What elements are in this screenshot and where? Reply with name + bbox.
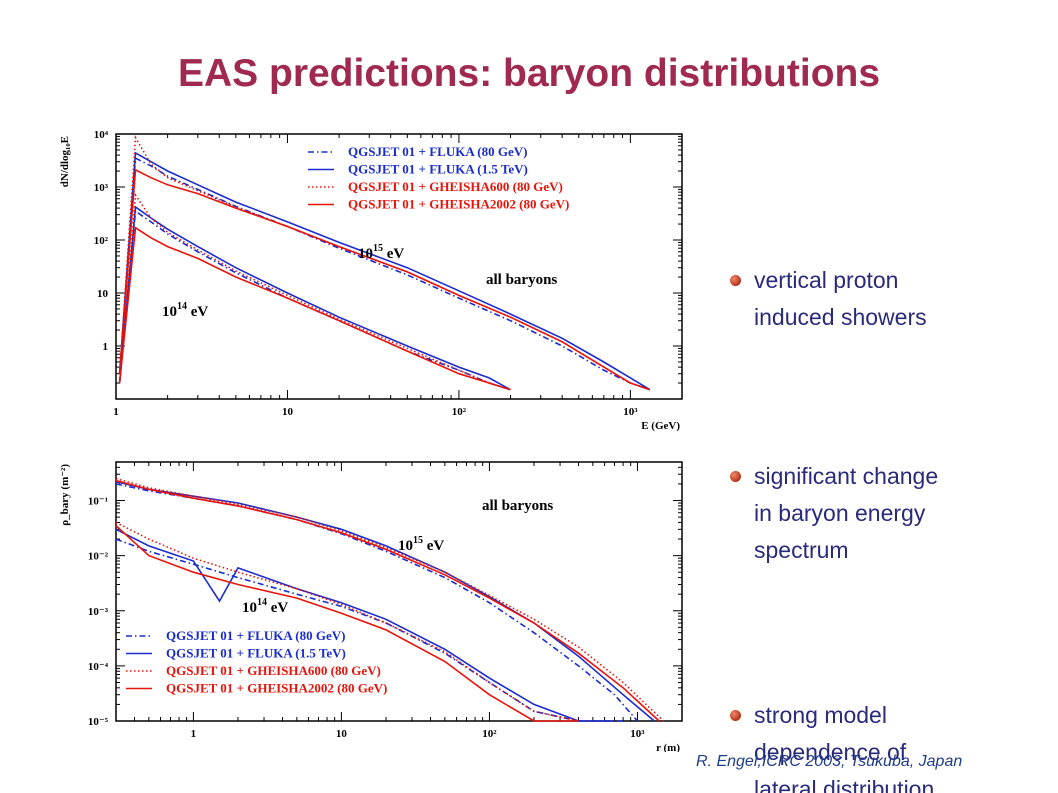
y-tick-label: 10⁻³ (88, 606, 109, 618)
legend-entry: QGSJET 01 + FLUKA (80 GeV) (348, 144, 527, 159)
energy-spectrum-chart: 1 10 10² 10³ 1 10 10² 10³ 10⁴ E (GeV) dN/dlog₁₀E QG… (59, 129, 683, 432)
y-tick-label: 10⁻² (88, 551, 109, 563)
series-line (115, 528, 615, 722)
x-tick-label: 10³ (623, 406, 638, 418)
y-tick-label: 10⁻⁵ (88, 716, 109, 728)
lateral-distribution-chart: 1 10 10² 10³ 10⁻¹ 10⁻² 10⁻³ 10⁻⁴ 10⁻⁵ r (m) ρ_bary… (59, 461, 683, 752)
x-tick-label: 10² (482, 728, 497, 740)
y-tick-label: 10⁻¹ (88, 496, 108, 508)
slide-title: EAS predictions: baryon distributions (177, 52, 881, 95)
bullet-line: lateral distribution (754, 776, 935, 793)
legend-entry: QGSJET 01 + FLUKA (1.5 TeV) (166, 646, 346, 661)
series-line (118, 192, 511, 391)
plot-frame (115, 133, 683, 400)
series-line (115, 480, 655, 722)
y-tick-label: 10² (94, 235, 109, 247)
x-tick-label: 10 (336, 728, 348, 740)
y-tick-label: 10⁴ (94, 129, 109, 141)
series-line (118, 205, 511, 391)
y-tick-label: 10 (97, 288, 109, 300)
legend-entry: QGSJET 01 + GHEISHA600 (80 GeV) (348, 179, 563, 194)
legend-entry: QGSJET 01 + GHEISHA2002 (80 GeV) (166, 681, 387, 696)
bullet-item-1: vertical proton induced showers (730, 262, 1030, 336)
y-axis-label: dN/dlog₁₀E (59, 136, 71, 187)
x-tick-label: 1 (113, 406, 119, 418)
footer-credit: R. Engel,ICRC 2003, Tsukuba, Japan (696, 753, 963, 770)
x-tick-label: 1 (191, 728, 197, 740)
y-tick-label: 10³ (94, 182, 109, 194)
bullet-dot-icon (730, 471, 741, 482)
x-tick-label: 10³ (630, 728, 645, 740)
chart-annotation: all baryons (486, 272, 557, 288)
chart-annotation: all baryons (482, 498, 553, 514)
series-line (118, 156, 651, 391)
chart-annotation: 1014 eV (162, 301, 208, 320)
series-line (118, 151, 651, 391)
plot-frame (115, 461, 683, 722)
y-tick-label: 1 (103, 341, 109, 353)
series-line (115, 477, 665, 722)
x-tick-label: 10² (452, 406, 467, 418)
bullet-line: in baryon energy (754, 500, 926, 526)
legend-entry: QGSJET 01 + GHEISHA600 (80 GeV) (166, 663, 381, 678)
bullet-line: dependence of (754, 739, 907, 765)
series-line (115, 521, 579, 722)
bullet-item-2: significant change in baryon energy spec… (730, 458, 1030, 569)
bullet-item-3: strong model dependence of lateral distr… (730, 697, 1030, 793)
series-line (118, 168, 651, 391)
bullet-dot-icon (730, 710, 741, 721)
bullet-line: spectrum (754, 537, 849, 563)
series-line (115, 483, 639, 722)
series-line (115, 479, 660, 722)
legend-entry: QGSJET 01 + FLUKA (80 GeV) (166, 628, 345, 643)
bullet-line: induced showers (754, 304, 927, 330)
bullet-dot-icon (730, 275, 741, 286)
legend-entry: QGSJET 01 + GHEISHA2002 (80 GeV) (348, 197, 569, 212)
chart-annotation: 1015 eV (358, 243, 404, 262)
x-axis-label: E (GeV) (641, 420, 680, 432)
legend-entry: QGSJET 01 + FLUKA (1.5 TeV) (348, 162, 528, 177)
bullet-line: vertical proton (754, 267, 899, 293)
x-tick-label: 10 (282, 406, 294, 418)
y-tick-label: 10⁻⁴ (88, 661, 109, 673)
y-axis-label: ρ_bary (m⁻²) (59, 464, 71, 526)
bullet-line: strong model (754, 702, 887, 728)
series-line (118, 226, 511, 391)
chart-annotation: 1014 eV (242, 597, 288, 616)
bullet-line: significant change (754, 463, 939, 489)
series-line (115, 525, 579, 722)
x-axis-label: r (m) (656, 742, 680, 752)
chart-annotation: 1015 eV (398, 535, 444, 554)
